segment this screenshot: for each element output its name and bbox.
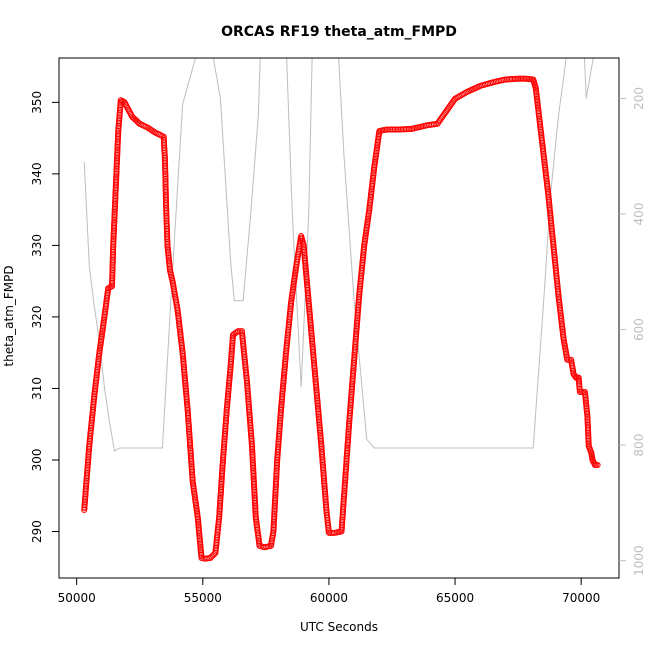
data-point — [250, 474, 257, 481]
data-point — [249, 444, 256, 451]
data-point — [110, 239, 117, 246]
y-tick-label: 300 — [30, 449, 44, 472]
data-point — [111, 223, 118, 230]
secondary-series-layer — [83, 58, 594, 452]
axes-layer: 50000 55000 60000 65000 70000 290 300 310 320 330… — [30, 57, 646, 605]
data-point — [564, 356, 571, 363]
data-point — [112, 191, 119, 198]
y2-tick-label: 1000 — [632, 545, 646, 576]
chart-title: ORCAS RF19 theta_atm_FMPD — [221, 24, 457, 40]
x-tick-label: 60000 — [310, 591, 348, 605]
y-tick-label: 350 — [30, 91, 44, 114]
y-axis-label: theta_atm_FMPD — [2, 265, 16, 366]
data-point — [133, 117, 140, 124]
data-point — [387, 126, 394, 133]
primary-series-layer — [81, 75, 601, 562]
data-point — [111, 207, 118, 214]
y2-tick-label: 800 — [632, 434, 646, 457]
y-tick-label: 340 — [30, 162, 44, 185]
y-tick-label: 320 — [30, 305, 44, 328]
y-tick-label: 310 — [30, 377, 44, 400]
data-point — [391, 126, 398, 133]
data-point — [115, 132, 122, 139]
data-point — [385, 126, 392, 133]
series-line-0 — [83, 58, 594, 452]
x-tick-label: 70000 — [562, 591, 600, 605]
data-point — [272, 493, 279, 500]
y2-tick-label: 600 — [632, 318, 646, 341]
data-point — [594, 461, 601, 469]
data-point — [329, 529, 336, 536]
y2-tick-label: 400 — [632, 203, 646, 226]
x-tick-label: 65000 — [436, 591, 474, 605]
data-point — [252, 504, 259, 511]
data-point — [129, 113, 136, 120]
plot-frame — [58, 57, 620, 579]
data-point — [235, 328, 242, 335]
x-tick-label: 50000 — [58, 591, 96, 605]
data-point — [584, 414, 591, 421]
data-point — [114, 148, 121, 155]
data-point — [585, 441, 592, 448]
data-point — [273, 463, 280, 470]
data-point — [578, 388, 585, 396]
data-point — [519, 75, 526, 82]
data-point — [399, 126, 406, 133]
y-tick-label: 290 — [30, 520, 44, 543]
x-tick-label: 55000 — [184, 591, 222, 605]
data-point — [393, 126, 400, 133]
y2-tick-label: 200 — [632, 87, 646, 110]
y-tick-label: 330 — [30, 234, 44, 257]
x-axis-label: UTC Seconds — [300, 620, 378, 634]
